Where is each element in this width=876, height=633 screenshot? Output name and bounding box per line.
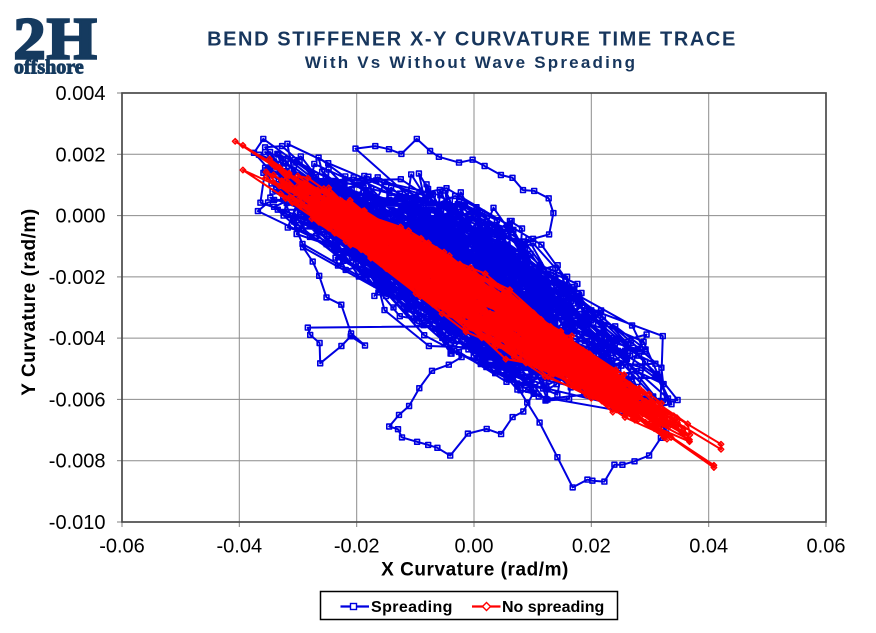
svg-text:0.000: 0.000 bbox=[55, 206, 105, 228]
svg-text:0.02: 0.02 bbox=[572, 536, 611, 558]
svg-text:offshore: offshore bbox=[14, 57, 84, 79]
svg-text:-0.004: -0.004 bbox=[49, 328, 106, 350]
svg-text:0.06: 0.06 bbox=[807, 536, 846, 558]
svg-text:-0.006: -0.006 bbox=[49, 389, 106, 411]
svg-text:2H: 2H bbox=[14, 7, 98, 72]
svg-text:-0.04: -0.04 bbox=[217, 536, 263, 558]
svg-text:0.04: 0.04 bbox=[689, 536, 728, 558]
svg-text:0.004: 0.004 bbox=[55, 83, 105, 105]
svg-text:X Curvature (rad/m): X Curvature (rad/m) bbox=[381, 560, 569, 581]
svg-text:-0.008: -0.008 bbox=[49, 451, 106, 473]
svg-text:-0.002: -0.002 bbox=[49, 267, 106, 289]
svg-text:0.00: 0.00 bbox=[455, 536, 494, 558]
svg-text:Y Curvature (rad/m): Y Curvature (rad/m) bbox=[19, 208, 40, 395]
svg-text:With Vs Without Wave Spreading: With Vs Without Wave Spreading bbox=[305, 53, 637, 72]
svg-text:BEND STIFFENER X-Y CURVATURE T: BEND STIFFENER X-Y CURVATURE TIME TRACE bbox=[207, 29, 737, 51]
svg-text:0.002: 0.002 bbox=[55, 144, 105, 166]
svg-text:-0.010: -0.010 bbox=[49, 512, 106, 534]
svg-text:-0.02: -0.02 bbox=[334, 536, 380, 558]
svg-text:Spreading: Spreading bbox=[371, 599, 453, 616]
svg-text:-0.06: -0.06 bbox=[99, 536, 145, 558]
svg-text:No spreading: No spreading bbox=[502, 599, 604, 616]
